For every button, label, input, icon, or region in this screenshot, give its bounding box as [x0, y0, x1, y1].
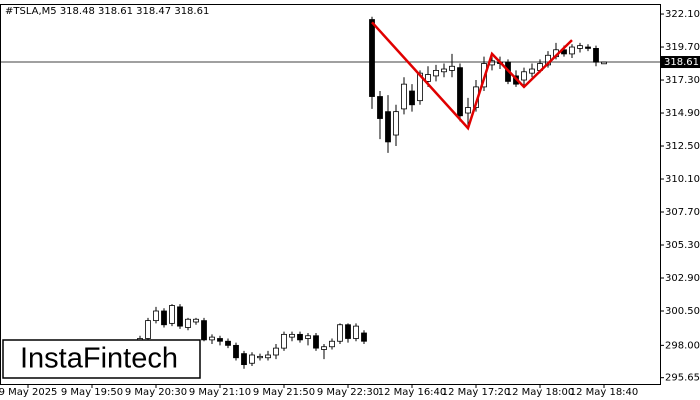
candle-body	[385, 111, 391, 143]
x-tick-label: 12 May 18:00	[506, 387, 575, 398]
x-tick-label: 9 May 2025	[0, 387, 57, 398]
candle-body	[585, 46, 591, 49]
y-tick-label: 302.90	[665, 273, 700, 284]
candle-body	[241, 353, 247, 366]
candle-body	[217, 338, 223, 342]
candle-body	[521, 71, 527, 81]
candle-body	[417, 72, 423, 102]
price-label: 318.61	[664, 57, 699, 68]
candle-body	[345, 324, 351, 339]
y-tick-label: 298.00	[665, 340, 700, 351]
x-tick-label: 9 May 21:50	[253, 387, 315, 398]
y-tick-label: 322.10	[665, 9, 700, 20]
chart-title: #TSLA,M5 318.48 318.61 318.47 318.61	[5, 6, 209, 17]
y-tick-label: 295.65	[665, 373, 700, 384]
candle-body	[441, 68, 447, 73]
y-tick-label: 314.90	[665, 108, 700, 119]
logo-box	[2, 339, 201, 379]
candle-body	[401, 83, 407, 110]
candle-body	[257, 355, 263, 359]
x-tick-label: 9 May 19:50	[61, 387, 123, 398]
candle-body	[457, 67, 463, 117]
candle-body	[185, 318, 191, 328]
candle-body	[313, 335, 319, 349]
candle-body	[297, 333, 303, 341]
candle-body	[329, 340, 335, 348]
candle-body	[393, 111, 399, 136]
candle-body	[569, 46, 575, 55]
y-tick-label: 305.30	[665, 240, 700, 251]
candle-body	[273, 347, 279, 356]
candle-body	[465, 107, 471, 114]
candle-body	[169, 305, 175, 324]
candle-body	[577, 45, 583, 49]
candle-body	[529, 68, 535, 74]
x-tick-label: 12 May 16:40	[378, 387, 447, 398]
x-tick-label: 9 May 22:30	[317, 387, 379, 398]
candle-body	[289, 333, 295, 338]
x-tick-label: 12 May 18:40	[570, 387, 639, 398]
x-tick-label: 9 May 21:10	[189, 387, 251, 398]
candle-body	[177, 306, 183, 327]
candle-body	[161, 310, 167, 326]
pattern-line	[371, 21, 573, 131]
candle-body	[305, 335, 311, 339]
candle-body	[337, 324, 343, 342]
candle-body	[353, 325, 359, 339]
plot-frame	[0, 4, 661, 385]
candle-body	[281, 333, 287, 349]
logo-text: InstaFintech	[20, 343, 178, 375]
y-tick-label: 319.70	[665, 42, 700, 53]
candle-body	[145, 320, 151, 339]
y-tick-label: 307.70	[665, 207, 700, 218]
candle-body	[233, 344, 239, 359]
y-tick-label: 310.10	[665, 174, 700, 185]
y-tick-label: 317.30	[665, 75, 700, 86]
candle-body	[433, 70, 439, 77]
candle-body	[225, 340, 231, 346]
price-label-box	[660, 56, 700, 69]
candle-body	[265, 354, 271, 359]
candle-body	[201, 320, 207, 341]
candle-body	[209, 336, 215, 341]
candle-body	[377, 96, 383, 119]
candle-body	[249, 354, 255, 364]
candle-body	[193, 318, 199, 323]
candle-body	[409, 90, 415, 106]
x-tick-label: 9 May 20:30	[125, 387, 187, 398]
candle-body	[449, 65, 455, 71]
candle-body	[425, 74, 431, 82]
y-tick-label: 312.50	[665, 141, 700, 152]
y-tick-label: 300.50	[665, 306, 700, 317]
candle-body	[321, 346, 327, 350]
candle-body	[361, 332, 367, 342]
candle-body	[153, 310, 159, 322]
candle-body	[593, 48, 599, 63]
candle-body	[369, 19, 375, 97]
x-tick-label: 12 May 17:20	[442, 387, 511, 398]
